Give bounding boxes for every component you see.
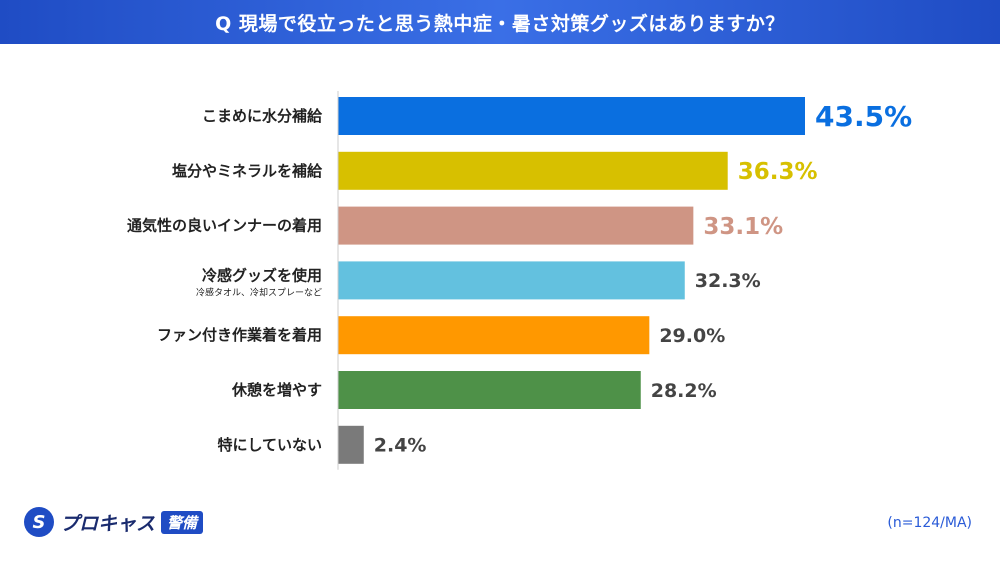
value-label: 29.0% <box>659 325 725 347</box>
bar <box>338 261 685 300</box>
value-label: 43.5% <box>815 100 912 133</box>
category-label: 休憩を増やす <box>231 381 322 399</box>
bar <box>338 151 728 190</box>
brand-logo: S プロキャス 警備 <box>24 507 204 537</box>
bar <box>338 97 805 135</box>
logo-icon: S <box>24 507 54 537</box>
bar <box>338 425 364 464</box>
bar <box>338 316 650 355</box>
title-bar: Q 現場で役立ったと思う熱中症・暑さ対策グッズはありますか？ <box>0 0 1000 44</box>
category-label: 特にしていない <box>217 436 322 454</box>
logo-text: プロキャス <box>60 512 156 535</box>
chart-title: Q 現場で役立ったと思う熱中症・暑さ対策グッズはありますか？ <box>215 12 785 35</box>
category-label: ファン付き作業着を着用 <box>157 326 322 344</box>
value-label: 33.1% <box>703 214 783 240</box>
value-label: 2.4% <box>374 435 427 457</box>
bar <box>338 371 641 409</box>
value-label: 28.2% <box>651 380 717 402</box>
value-label: 32.3% <box>695 270 761 292</box>
sample-note: (n=124/MA) <box>887 515 972 531</box>
value-label: 36.3% <box>738 159 818 185</box>
category-label: 冷感グッズを使用 <box>202 266 322 284</box>
category-label: こまめに水分補給 <box>202 107 323 125</box>
logo-badge: 警備 <box>161 510 204 534</box>
category-label: 通気性の良いインナーの着用 <box>127 217 322 235</box>
category-label: 塩分やミネラルを補給 <box>172 162 323 180</box>
category-sublabel: 冷感タオル、冷却スプレーなど <box>196 286 322 298</box>
bar <box>338 206 694 245</box>
